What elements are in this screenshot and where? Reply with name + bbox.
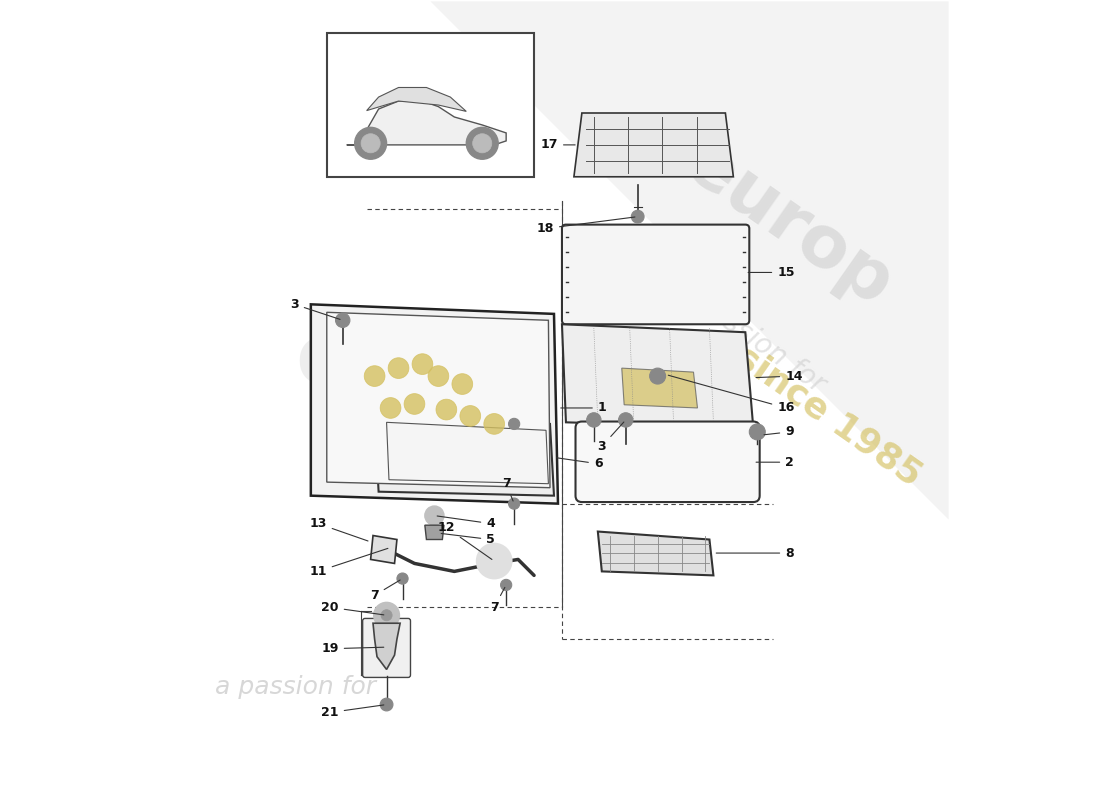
Text: 6: 6 bbox=[557, 458, 603, 470]
Circle shape bbox=[374, 602, 399, 628]
Text: 4: 4 bbox=[437, 516, 495, 530]
Text: 21: 21 bbox=[321, 705, 384, 719]
Circle shape bbox=[404, 394, 425, 414]
Text: a passion for: a passion for bbox=[668, 274, 830, 399]
Text: 7: 7 bbox=[490, 587, 505, 614]
Polygon shape bbox=[375, 416, 554, 496]
Polygon shape bbox=[346, 101, 506, 145]
Circle shape bbox=[452, 374, 473, 394]
Circle shape bbox=[484, 414, 505, 434]
Circle shape bbox=[361, 134, 381, 153]
FancyBboxPatch shape bbox=[363, 618, 410, 678]
Polygon shape bbox=[327, 312, 550, 488]
Text: 12: 12 bbox=[438, 521, 492, 559]
Circle shape bbox=[388, 358, 409, 378]
Circle shape bbox=[508, 498, 519, 510]
Text: 3: 3 bbox=[597, 422, 624, 453]
Circle shape bbox=[508, 418, 519, 430]
Polygon shape bbox=[425, 525, 444, 539]
Circle shape bbox=[618, 413, 632, 427]
Text: 7: 7 bbox=[371, 580, 400, 602]
Circle shape bbox=[466, 127, 498, 159]
Text: 9: 9 bbox=[764, 426, 794, 438]
Circle shape bbox=[381, 610, 393, 621]
Circle shape bbox=[381, 698, 393, 711]
Polygon shape bbox=[562, 324, 754, 428]
Circle shape bbox=[650, 368, 666, 384]
Text: 1: 1 bbox=[561, 402, 606, 414]
Text: 18: 18 bbox=[537, 217, 635, 235]
Circle shape bbox=[500, 579, 512, 590]
Circle shape bbox=[381, 398, 400, 418]
Polygon shape bbox=[386, 422, 549, 484]
Circle shape bbox=[336, 313, 350, 327]
Text: europ: europ bbox=[672, 128, 906, 321]
Polygon shape bbox=[430, 2, 948, 519]
Text: 14: 14 bbox=[756, 370, 803, 382]
Bar bbox=[327, 34, 535, 177]
Text: since 1985: since 1985 bbox=[729, 339, 928, 493]
Circle shape bbox=[436, 399, 456, 420]
Text: a passion for: a passion for bbox=[216, 675, 376, 699]
Text: 5: 5 bbox=[441, 533, 495, 546]
FancyBboxPatch shape bbox=[562, 225, 749, 324]
Text: 17: 17 bbox=[540, 138, 575, 151]
Text: 11: 11 bbox=[309, 548, 388, 578]
Text: 8: 8 bbox=[716, 546, 794, 559]
Circle shape bbox=[412, 354, 432, 374]
Circle shape bbox=[473, 134, 492, 153]
Text: 16: 16 bbox=[669, 375, 794, 414]
Polygon shape bbox=[373, 623, 400, 670]
Polygon shape bbox=[371, 535, 397, 563]
Polygon shape bbox=[311, 304, 558, 504]
Polygon shape bbox=[597, 531, 714, 575]
Text: 15: 15 bbox=[748, 266, 794, 279]
Text: 3: 3 bbox=[290, 298, 340, 319]
Text: 7: 7 bbox=[502, 478, 513, 501]
FancyBboxPatch shape bbox=[575, 422, 760, 502]
Circle shape bbox=[631, 210, 645, 223]
Circle shape bbox=[476, 543, 512, 578]
Polygon shape bbox=[621, 368, 697, 408]
Text: 20: 20 bbox=[321, 601, 384, 615]
Circle shape bbox=[428, 366, 449, 386]
Text: 13: 13 bbox=[309, 517, 368, 541]
Circle shape bbox=[364, 366, 385, 386]
Polygon shape bbox=[366, 87, 466, 111]
Circle shape bbox=[586, 413, 601, 427]
Text: 19: 19 bbox=[321, 642, 384, 655]
Circle shape bbox=[460, 406, 481, 426]
Circle shape bbox=[425, 506, 444, 525]
Circle shape bbox=[749, 424, 766, 440]
Text: 2: 2 bbox=[756, 456, 794, 469]
Circle shape bbox=[354, 127, 386, 159]
Circle shape bbox=[397, 573, 408, 584]
Polygon shape bbox=[574, 113, 734, 177]
Text: euro: euro bbox=[295, 318, 516, 402]
